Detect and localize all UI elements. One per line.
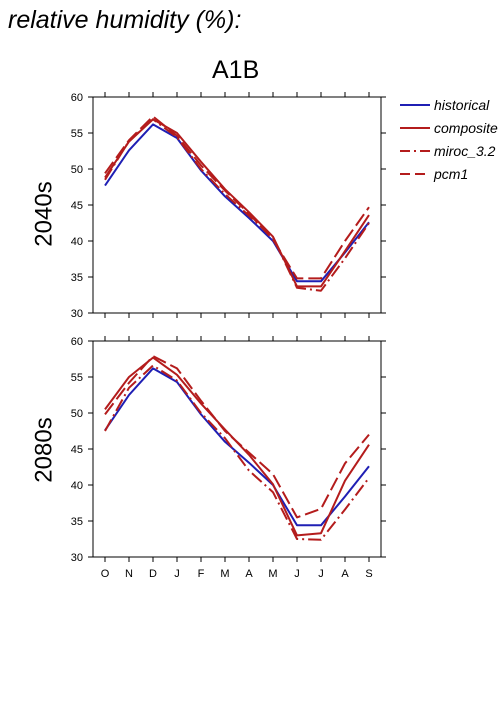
x-tick-label: M (220, 568, 229, 580)
series-line-pcm1 (104, 355, 370, 519)
x-tick-label: J (174, 568, 180, 580)
x-tick-label: F (198, 568, 205, 580)
legend-label-historical: historical (434, 97, 490, 113)
y-tick-label: 50 (71, 408, 83, 420)
x-tick-label: J (318, 568, 324, 580)
x-tick-label: A (245, 568, 253, 580)
legend: historical composite miroc_3.2 pcm1 (400, 97, 498, 182)
y-tick-label: 60 (71, 336, 83, 348)
y-tick-label: 45 (71, 444, 83, 456)
x-tick-label: N (125, 568, 133, 580)
y-tick-label: 45 (71, 200, 83, 212)
series-line-historical (104, 123, 370, 283)
x-tick-label: J (294, 568, 300, 580)
legend-label-pcm1: pcm1 (433, 166, 468, 182)
y-tick-label: 40 (71, 236, 83, 248)
series-line-pcm1 (104, 115, 370, 280)
scenario-title: A1B (212, 56, 260, 84)
y-tick-label: 55 (71, 128, 83, 140)
legend-label-composite: composite (434, 120, 498, 136)
y-tick-label: 35 (71, 272, 83, 284)
x-tick-label: A (341, 568, 349, 580)
series-line-miroc-3-2 (104, 118, 370, 292)
y-tick-label: 60 (71, 92, 83, 104)
panel-2080s: 30 35 40 45 50 55 60 O N D J F M A M J J A S (71, 336, 386, 580)
series-line-miroc-3-2 (104, 364, 370, 541)
plot-frame (92, 96, 382, 314)
y-tick-label: 30 (71, 552, 83, 564)
series-line-composite (104, 356, 370, 537)
series-line-historical (104, 367, 370, 527)
x-tick-label: S (365, 568, 372, 580)
page-title: relative humidity (%): (8, 6, 242, 34)
panel-2040s: 30 35 40 45 50 55 60 (71, 92, 386, 320)
y-tick-label: 35 (71, 516, 83, 528)
y-tick-label: 50 (71, 164, 83, 176)
x-tick-label: M (268, 568, 277, 580)
y-tick-label: 40 (71, 480, 83, 492)
y-tick-label: 55 (71, 372, 83, 384)
x-tick-label: D (149, 568, 157, 580)
y-tick-label: 30 (71, 308, 83, 320)
x-tick-label: O (101, 568, 110, 580)
legend-label-miroc-3-2: miroc_3.2 (434, 143, 496, 159)
